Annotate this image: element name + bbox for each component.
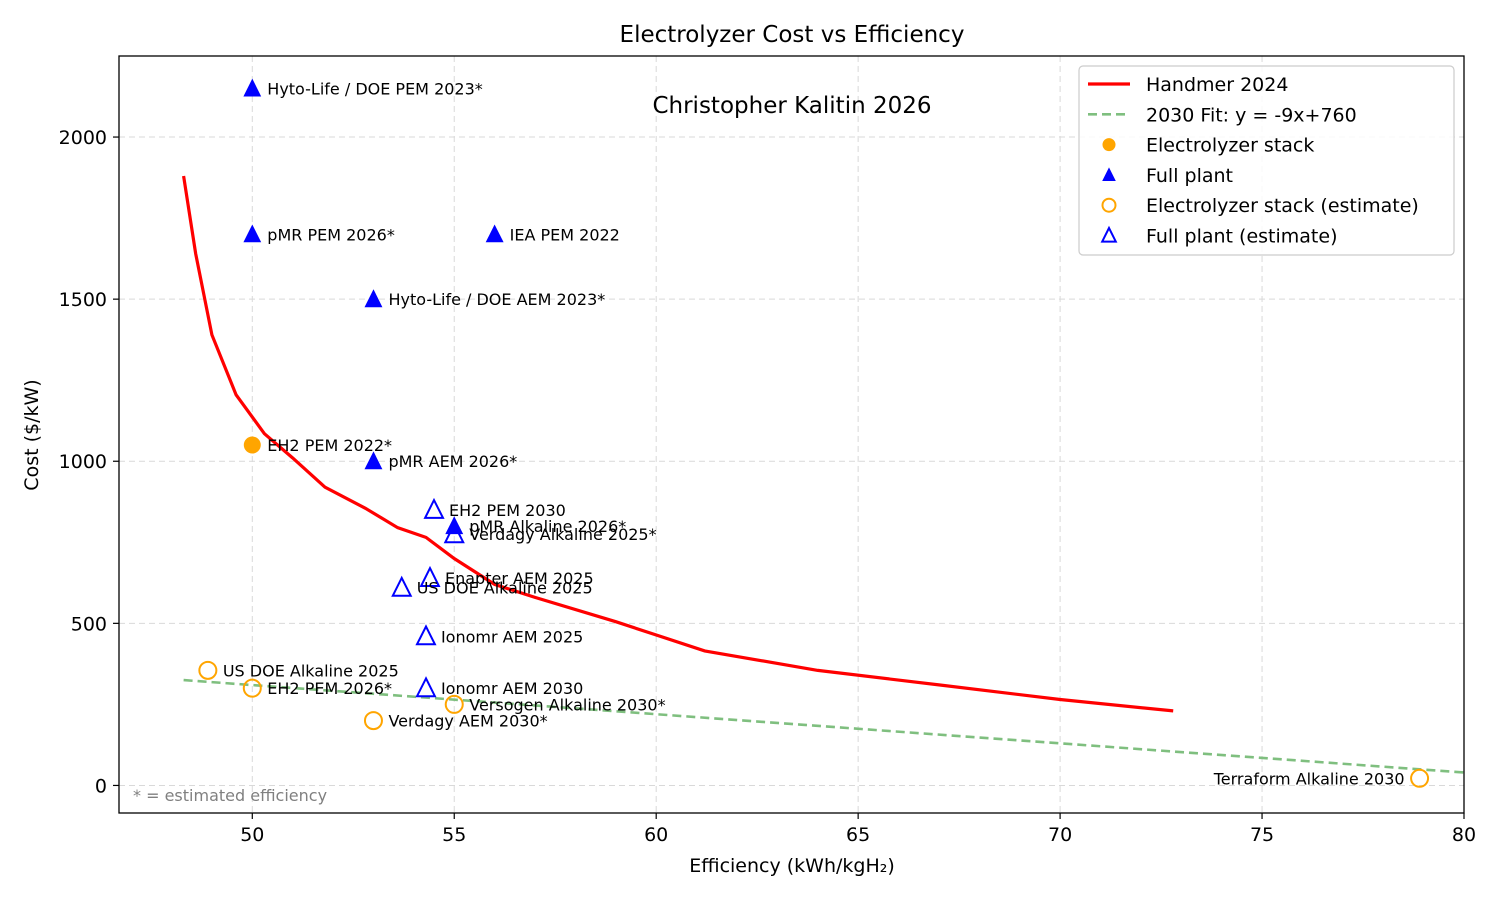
y-tick-label: 1500: [59, 289, 107, 311]
plant-estimate-marker: [443, 522, 465, 544]
plant-marker: [243, 78, 262, 97]
chart-title: Electrolyzer Cost vs Efficiency: [620, 22, 965, 48]
legend-label: Full plant: [1146, 165, 1233, 187]
series-layer: [182, 175, 1465, 774]
plant-marker: [364, 289, 383, 308]
plant-marker: [364, 451, 383, 470]
point-label: US DOE Alkaline 2025: [223, 661, 399, 680]
plant-estimate-marker: [415, 624, 437, 646]
point-label: EH2 PEM 2030: [449, 501, 566, 520]
legend-swatch: [1100, 225, 1118, 243]
legend-label: Electrolyzer stack: [1146, 135, 1314, 157]
legend-label: Electrolyzer stack (estimate): [1146, 195, 1419, 217]
x-tick-label: 80: [1452, 824, 1476, 846]
x-tick-label: 75: [1250, 824, 1274, 846]
y-tick-label: 2000: [59, 127, 107, 149]
stack-estimate-marker: [444, 694, 464, 714]
legend: Handmer 2024 2030 Fit: y = -9x+760 Electro…: [1078, 65, 1455, 256]
point-label: pMR PEM 2026*: [267, 225, 395, 244]
x-tick-label: 50: [240, 824, 264, 846]
point-label: Hyto-Life / DOE PEM 2023*: [267, 79, 483, 98]
x-tick-label: 65: [846, 824, 870, 846]
y-tick-label: 0: [95, 775, 107, 797]
stack-estimate-marker: [242, 678, 262, 698]
plant-estimate-marker: [391, 575, 413, 597]
footnote: * = estimated efficiency: [133, 786, 327, 805]
ticks-layer: 50 55 60 65 70 75 80 0 500 1000 1500 2000: [59, 127, 1476, 846]
stack-estimate-marker: [363, 711, 383, 731]
plant-marker: [243, 224, 262, 243]
legend-swatch: [1102, 138, 1116, 152]
x-tick-label: 60: [644, 824, 668, 846]
chart-subtitle: Christopher Kalitin 2026: [652, 93, 931, 119]
stack-estimate-marker: [198, 660, 218, 680]
x-tick-label: 55: [442, 824, 466, 846]
plant-estimate-marker: [419, 565, 441, 587]
y-tick-label: 1000: [59, 451, 107, 473]
x-axis-label: Efficiency (kWh/kgH₂): [689, 855, 895, 877]
point-label: US DOE Alkaline 2025: [417, 579, 593, 598]
legend-label: Full plant (estimate): [1146, 226, 1337, 248]
point-label: pMR Alkaline 2026*: [469, 517, 626, 536]
legend-box: [1078, 65, 1455, 256]
point-label: Verdagy Alkaline 2025*: [469, 525, 656, 544]
point-label: Terraform Alkaline 2030: [1213, 769, 1405, 788]
fit-line: [183, 678, 1465, 774]
point-label: pMR AEM 2026*: [388, 452, 517, 471]
point-label: EH2 PEM 2026*: [267, 679, 392, 698]
plant-estimate-marker: [415, 676, 437, 698]
x-tick-label: 70: [1048, 824, 1072, 846]
legend-swatch: [1102, 167, 1116, 181]
plant-marker: [485, 224, 504, 243]
points-layer: Hyto-Life / DOE PEM 2023* pMR PEM 2026* IE…: [198, 78, 1430, 788]
point-label: Ionomr AEM 2025: [441, 627, 583, 646]
y-axis-label: Cost ($/kW): [21, 379, 43, 490]
point-label: Verdagy AEM 2030*: [388, 712, 547, 731]
plot-frame: [118, 55, 1465, 814]
point-label: IEA PEM 2022: [510, 225, 620, 244]
point-label: Enapter AEM 2025: [445, 569, 594, 588]
point-label: Hyto-Life / DOE AEM 2023*: [388, 290, 605, 309]
legend-swatch: [1101, 197, 1117, 213]
point-label: EH2 PEM 2022*: [267, 436, 392, 455]
handmer-line: [182, 175, 1174, 713]
legend-label: Handmer 2024: [1146, 74, 1288, 96]
stack-estimate-marker: [1410, 768, 1430, 788]
point-label: Versogen Alkaline 2030*: [469, 695, 665, 714]
plant-estimate-marker: [423, 497, 445, 519]
legend-label: 2030 Fit: y = -9x+760: [1146, 104, 1357, 126]
point-label: Ionomr AEM 2030: [441, 679, 583, 698]
stack-marker: [243, 436, 261, 454]
y-tick-label: 500: [71, 613, 107, 635]
